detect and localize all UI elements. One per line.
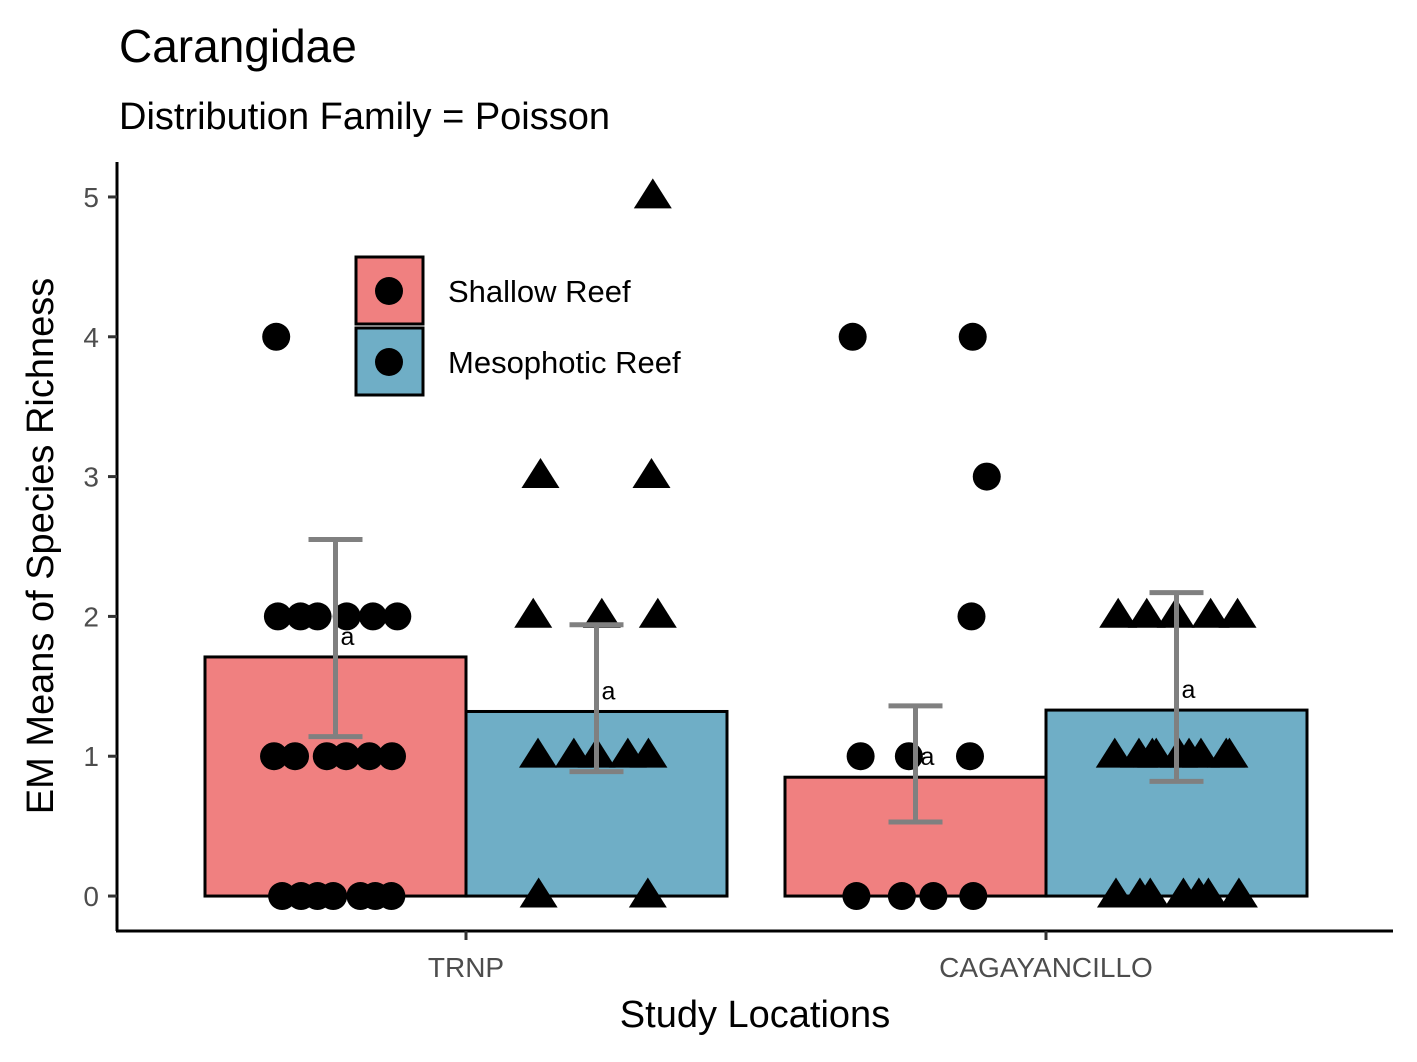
point-shallow-reef-cagayancillo-0 bbox=[842, 882, 871, 911]
point-shallow-reef-cagayancillo-7 bbox=[957, 602, 986, 631]
y-tick-label-2: 2 bbox=[83, 601, 99, 632]
chart-subtitle: Distribution Family = Poisson bbox=[119, 96, 610, 138]
point-mesophotic-reef-cagayancillo-13 bbox=[1181, 737, 1220, 768]
point-mesophotic-reef-cagayancillo-20 bbox=[1218, 597, 1257, 628]
point-mesophotic-reef-trnp-12 bbox=[633, 178, 672, 209]
point-shallow-reef-trnp-6 bbox=[377, 882, 406, 911]
y-tick-label-0: 0 bbox=[83, 881, 99, 912]
point-shallow-reef-cagayancillo-5 bbox=[894, 742, 923, 771]
point-mesophotic-reef-cagayancillo-5 bbox=[1189, 877, 1228, 908]
point-shallow-reef-trnp-10 bbox=[332, 742, 361, 771]
point-mesophotic-reef-cagayancillo-15 bbox=[1210, 737, 1249, 768]
y-tick-label-1: 1 bbox=[83, 741, 99, 772]
point-shallow-reef-trnp-13 bbox=[263, 602, 292, 631]
legend-marker-shallow-reef bbox=[375, 277, 403, 305]
point-mesophotic-reef-cagayancillo-16 bbox=[1099, 597, 1138, 628]
point-mesophotic-reef-trnp-8 bbox=[582, 597, 621, 628]
point-shallow-reef-trnp-12 bbox=[378, 742, 407, 771]
significance-label-shallow-reef-cagayancillo: a bbox=[921, 743, 935, 771]
significance-layer: a a a a bbox=[341, 623, 1196, 771]
x-tick-label-trnp: TRNP bbox=[428, 952, 504, 983]
point-mesophotic-reef-trnp-7 bbox=[514, 597, 553, 628]
significance-label-mesophotic-reef-cagayancillo: a bbox=[1182, 676, 1196, 704]
point-mesophotic-reef-trnp-6 bbox=[629, 737, 668, 768]
point-shallow-reef-cagayancillo-6 bbox=[955, 742, 984, 771]
y-axis-title: EM Means of Species Richness bbox=[20, 278, 62, 814]
x-ticks: TRNP CAGAYANCILLO bbox=[428, 931, 1153, 983]
point-shallow-reef-cagayancillo-10 bbox=[958, 322, 987, 351]
point-mesophotic-reef-trnp-2 bbox=[518, 737, 557, 768]
points-layer bbox=[260, 178, 1258, 911]
point-mesophotic-reef-cagayancillo-17 bbox=[1127, 597, 1166, 628]
point-shallow-reef-cagayancillo-9 bbox=[838, 322, 867, 351]
point-shallow-reef-trnp-16 bbox=[332, 602, 361, 631]
point-shallow-reef-trnp-15 bbox=[303, 602, 332, 631]
point-shallow-reef-trnp-17 bbox=[358, 602, 387, 631]
point-shallow-reef-cagayancillo-2 bbox=[919, 882, 948, 911]
point-shallow-reef-cagayancillo-3 bbox=[959, 882, 988, 911]
y-tick-label-4: 4 bbox=[83, 322, 99, 353]
point-mesophotic-reef-cagayancillo-19 bbox=[1191, 597, 1230, 628]
point-mesophotic-reef-trnp-9 bbox=[638, 597, 677, 628]
point-mesophotic-reef-cagayancillo-7 bbox=[1095, 737, 1134, 768]
errorbars-layer bbox=[308, 537, 1204, 825]
point-shallow-reef-trnp-19 bbox=[262, 322, 291, 351]
significance-label-shallow-reef-trnp: a bbox=[341, 623, 355, 651]
point-shallow-reef-trnp-3 bbox=[319, 882, 348, 911]
significance-label-mesophotic-reef-trnp: a bbox=[602, 677, 616, 705]
x-tick-label-cagayancillo: CAGAYANCILLO bbox=[939, 952, 1153, 983]
legend-marker-mesophotic-reef bbox=[375, 348, 403, 376]
point-shallow-reef-trnp-9 bbox=[312, 742, 341, 771]
point-shallow-reef-trnp-7 bbox=[260, 742, 289, 771]
legend-label-shallow-reef: Shallow Reef bbox=[448, 274, 631, 309]
chart-title: Carangidae bbox=[119, 20, 357, 72]
point-shallow-reef-cagayancillo-4 bbox=[846, 742, 875, 771]
point-shallow-reef-trnp-11 bbox=[355, 742, 384, 771]
bars-layer bbox=[203, 655, 1309, 898]
point-shallow-reef-trnp-18 bbox=[383, 602, 412, 631]
legend: Shallow Reef Mesophotic Reef bbox=[354, 255, 681, 397]
legend-label-mesophotic-reef: Mesophotic Reef bbox=[448, 345, 681, 380]
point-mesophotic-reef-trnp-0 bbox=[519, 877, 558, 908]
point-mesophotic-reef-trnp-1 bbox=[628, 877, 667, 908]
point-mesophotic-reef-trnp-11 bbox=[632, 457, 671, 488]
point-mesophotic-reef-cagayancillo-2 bbox=[1131, 877, 1170, 908]
y-tick-label-5: 5 bbox=[83, 182, 99, 213]
point-shallow-reef-cagayancillo-8 bbox=[972, 462, 1001, 491]
point-shallow-reef-cagayancillo-1 bbox=[887, 882, 916, 911]
y-tick-label-3: 3 bbox=[83, 462, 99, 493]
point-mesophotic-reef-cagayancillo-6 bbox=[1219, 877, 1258, 908]
x-axis-title: Study Locations bbox=[620, 994, 890, 1036]
y-ticks: 0 1 2 3 4 5 bbox=[83, 182, 117, 912]
point-mesophotic-reef-cagayancillo-0 bbox=[1096, 877, 1135, 908]
point-mesophotic-reef-trnp-10 bbox=[521, 457, 560, 488]
point-shallow-reef-trnp-8 bbox=[281, 742, 310, 771]
